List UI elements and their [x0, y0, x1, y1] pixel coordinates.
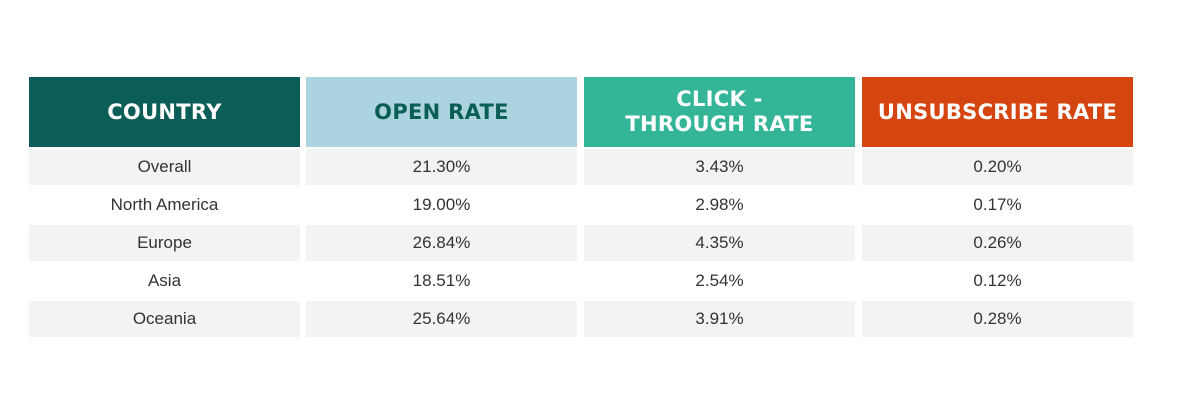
- cell-unsubscribe-rate: 0.28%: [862, 301, 1133, 337]
- cell-open-rate: 21.30%: [306, 149, 577, 185]
- header-country-label: COUNTRY: [107, 99, 222, 124]
- cell-open-rate: 25.64%: [306, 301, 577, 337]
- table-row: Europe 26.84% 4.35% 0.26%: [29, 225, 1133, 261]
- header-country: COUNTRY: [29, 77, 300, 147]
- cell-click-through-rate: 4.35%: [584, 225, 855, 261]
- cell-open-rate: 26.84%: [306, 225, 577, 261]
- header-unsubscribe-rate-label: UNSUBSCRIBE RATE: [877, 99, 1118, 124]
- cell-click-through-rate: 2.98%: [584, 187, 855, 223]
- cell-open-rate: 19.00%: [306, 187, 577, 223]
- table-row: Asia 18.51% 2.54% 0.12%: [29, 263, 1133, 299]
- header-click-through-rate: CLICK - THROUGH RATE: [584, 77, 855, 147]
- header-click-through-rate-label: CLICK - THROUGH RATE: [625, 87, 814, 136]
- table-header-row: COUNTRY OPEN RATE CLICK - THROUGH RATE U…: [29, 77, 1133, 147]
- cell-unsubscribe-rate: 0.20%: [862, 149, 1133, 185]
- header-open-rate: OPEN RATE: [306, 77, 577, 147]
- cell-country: Oceania: [29, 301, 300, 337]
- email-metrics-table: COUNTRY OPEN RATE CLICK - THROUGH RATE U…: [29, 77, 1133, 337]
- cell-unsubscribe-rate: 0.26%: [862, 225, 1133, 261]
- cell-country: Asia: [29, 263, 300, 299]
- table-row: Overall 21.30% 3.43% 0.20%: [29, 149, 1133, 185]
- cell-open-rate: 18.51%: [306, 263, 577, 299]
- table-row: Oceania 25.64% 3.91% 0.28%: [29, 301, 1133, 337]
- table-row: North America 19.00% 2.98% 0.17%: [29, 187, 1133, 223]
- cell-unsubscribe-rate: 0.12%: [862, 263, 1133, 299]
- cell-country: Europe: [29, 225, 300, 261]
- header-open-rate-label: OPEN RATE: [374, 99, 509, 124]
- cell-unsubscribe-rate: 0.17%: [862, 187, 1133, 223]
- cell-country: North America: [29, 187, 300, 223]
- cell-click-through-rate: 2.54%: [584, 263, 855, 299]
- header-unsubscribe-rate: UNSUBSCRIBE RATE: [862, 77, 1133, 147]
- cell-country: Overall: [29, 149, 300, 185]
- table-body: Overall 21.30% 3.43% 0.20% North America 19.0…: [29, 149, 1133, 337]
- cell-click-through-rate: 3.43%: [584, 149, 855, 185]
- cell-click-through-rate: 3.91%: [584, 301, 855, 337]
